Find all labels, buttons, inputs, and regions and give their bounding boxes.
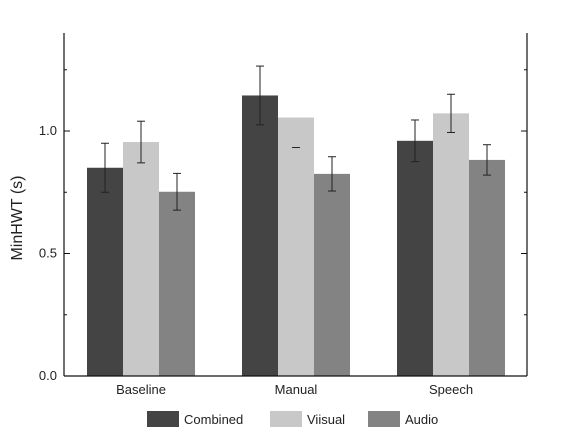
x-tick-label: Speech (429, 382, 473, 397)
legend-swatch-viisual (270, 411, 302, 427)
y-tick-label: 0.0 (39, 368, 57, 383)
legend-label-audio: Audio (405, 412, 438, 427)
legend-label-viisual: Viisual (307, 412, 345, 427)
error-bars-layer (101, 65, 491, 211)
y-tick-label: 1.0 (39, 123, 57, 138)
bar-audio-speech (469, 159, 505, 376)
y-axis-title: MinHWT (s) (9, 175, 26, 260)
y-tick-labels: 0.0 0.5 1.0 (39, 123, 57, 383)
bar-viisual-manual (278, 117, 314, 377)
bars-layer (87, 95, 505, 377)
axes-layer (63, 33, 528, 377)
legend-swatch-combined (147, 411, 179, 427)
legend: Combined Viisual Audio (147, 411, 438, 427)
bar-viisual-baseline (123, 142, 159, 376)
bar-audio-baseline (159, 191, 195, 376)
x-tick-label: Manual (275, 382, 318, 397)
bar-combined-manual (242, 95, 278, 376)
y-tick-label: 0.5 (39, 246, 57, 261)
bar-viisual-speech (433, 113, 469, 377)
legend-swatch-audio (368, 411, 400, 427)
legend-label-combined: Combined (184, 412, 243, 427)
bar-combined-baseline (87, 167, 123, 376)
bar-combined-speech (397, 140, 433, 376)
category-labels: Baseline Manual Speech (116, 382, 473, 397)
x-tick-label: Baseline (116, 382, 166, 397)
bar-audio-manual (314, 173, 350, 376)
